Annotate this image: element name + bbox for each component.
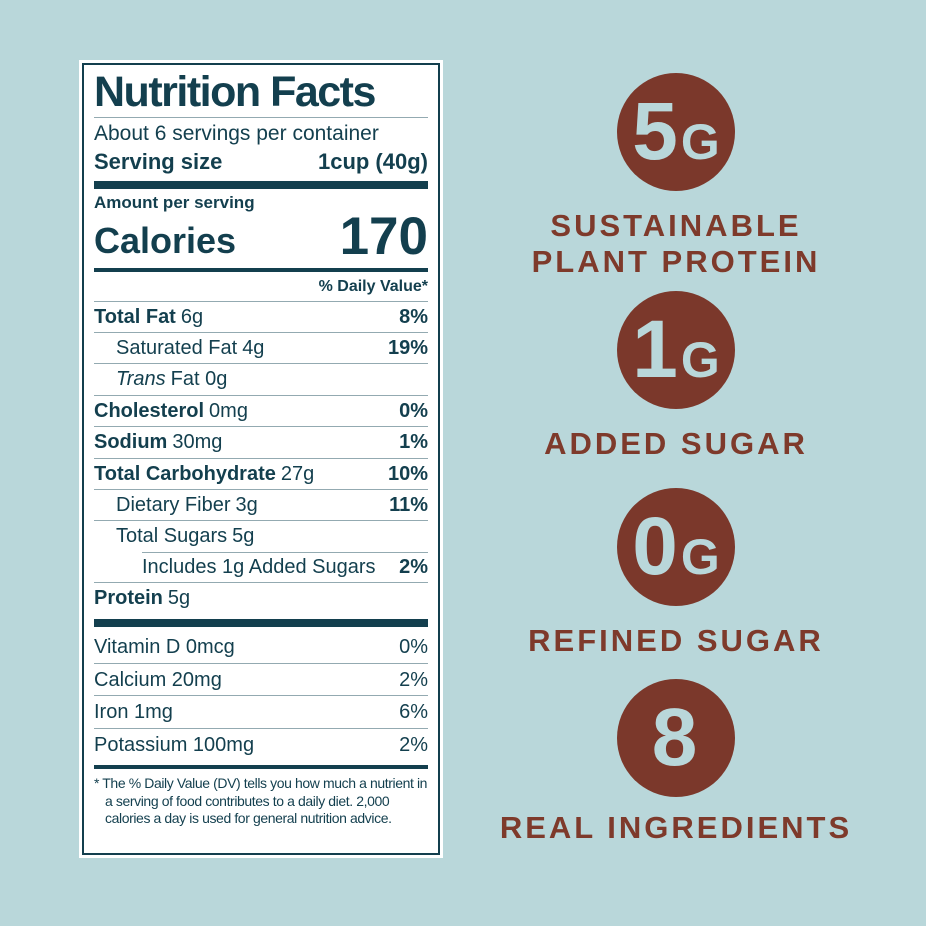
serving-size-label: Serving size — [94, 148, 223, 174]
micronutrient-name: Vitamin D 0mcg — [94, 636, 235, 659]
micronutrient-row-vitamin-d: Vitamin D 0mcg 0% — [94, 631, 428, 662]
nutrient-amount: 27g — [280, 462, 315, 485]
nutrient-row-dietary-fiber: Dietary Fiber 3g 11% — [94, 488, 428, 520]
amount-per-serving-label: Amount per serving — [94, 193, 255, 213]
micronutrient-dv: 6% — [399, 701, 428, 724]
badge-value: 5 — [632, 86, 678, 177]
serving-size-value: 1cup (40g) — [317, 148, 428, 174]
nutrient-name: Total Carbohydrate — [94, 462, 276, 485]
badge-circle: 1 G — [617, 291, 735, 409]
micronutrient-row-calcium: Calcium 20mg 2% — [94, 662, 428, 695]
daily-value-footnote: * The % Daily Value (DV) tells you how m… — [94, 775, 428, 827]
nutrient-amount: 5g — [167, 587, 191, 610]
nutrient-row-trans-fat: Trans Fat 0g — [94, 363, 428, 394]
micronutrient-dv: 0% — [399, 636, 428, 659]
servings-per-container: About 6 servings per container — [94, 122, 379, 146]
nutrient-name: Total Fat — [94, 305, 176, 328]
thick-bar — [94, 619, 428, 628]
badge-value: 8 — [651, 692, 698, 783]
badge-label: SUSTAINABLE PLANT PROTEIN — [476, 208, 876, 279]
divider — [94, 117, 428, 119]
medium-bar — [94, 267, 428, 272]
micronutrient-name: Iron 1mg — [94, 701, 173, 724]
badge-added-sugar: 1 G ADDED SUGAR — [476, 291, 876, 462]
nutrient-name: Dietary Fiber — [116, 493, 231, 516]
nutrient-row-total-carbohydrate: Total Carbohydrate 27g 10% — [94, 457, 428, 489]
micronutrient-dv: 2% — [399, 733, 428, 756]
nutrient-name: Includes 1g Added Sugars — [142, 555, 376, 578]
nutrient-row-protein: Protein 5g — [94, 582, 428, 613]
nutrient-amount: 4g — [242, 336, 265, 359]
nutrient-name: Total Sugars — [116, 525, 228, 548]
nutrient-amount: 30mg — [172, 431, 223, 454]
nutrient-amount: Fat 0g — [170, 368, 228, 391]
badge-label-line: REFINED SUGAR — [528, 623, 824, 658]
badge-refined-sugar: 0 G REFINED SUGAR — [476, 488, 876, 659]
nutrient-dv: 8% — [399, 305, 428, 328]
nutrient-dv: 2% — [399, 555, 428, 578]
nutrient-name: Protein — [94, 587, 163, 610]
nutrient-row-total-sugars: Total Sugars 5g — [94, 520, 428, 551]
serving-size-row: Serving size 1cup (40g) — [94, 149, 428, 175]
nutrient-dv: 10% — [387, 462, 428, 485]
nutrient-dv: 1% — [399, 431, 428, 454]
badge-label-line: PLANT PROTEIN — [531, 243, 821, 279]
nutrition-facts-title: Nutrition Facts — [94, 68, 376, 116]
thick-bar — [94, 181, 428, 190]
badge-label-line: SUSTAINABLE — [550, 208, 802, 243]
nutrient-amount: 3g — [235, 493, 258, 516]
nutrient-name: Saturated Fat — [116, 336, 238, 359]
micronutrient-name: Calcium 20mg — [94, 668, 222, 691]
badge-label: REFINED SUGAR — [476, 623, 876, 659]
micronutrients-block: Vitamin D 0mcg 0% Calcium 20mg 2% Iron 1… — [94, 631, 428, 760]
badge-unit: G — [680, 332, 720, 388]
nutrient-row-total-fat: Total Fat 6g 8% — [94, 300, 428, 332]
nutrient-name: Trans — [116, 368, 166, 391]
medium-bar — [94, 765, 428, 770]
nutrient-row-sodium: Sodium 30mg 1% — [94, 426, 428, 457]
badge-circle: 5 G — [617, 73, 735, 191]
micronutrient-row-potassium: Potassium 100mg 2% — [94, 727, 428, 760]
badge-plant-protein: 5 G SUSTAINABLE PLANT PROTEIN — [476, 73, 876, 279]
daily-value-header: % Daily Value* — [318, 277, 428, 295]
nutrient-name: Cholesterol — [94, 399, 205, 422]
badge-label-line: REAL INGREDIENTS — [499, 810, 853, 845]
calories-value: 170 — [339, 207, 428, 267]
badge-unit: G — [680, 114, 720, 170]
nutrition-facts-panel: Nutrition Facts About 6 servings per con… — [82, 63, 440, 855]
nutrient-dv: 19% — [387, 336, 428, 359]
nutrient-row-added-sugars: Includes 1g Added Sugars 2% — [94, 551, 428, 582]
badge-unit: G — [680, 529, 720, 585]
micronutrient-dv: 2% — [399, 668, 428, 691]
badge-value: 0 — [632, 501, 678, 592]
nutrient-row-cholesterol: Cholesterol 0mg 0% — [94, 394, 428, 426]
badge-label: REAL INGREDIENTS — [476, 810, 876, 846]
badge-circle: 0 G — [617, 488, 735, 606]
micronutrient-name: Potassium 100mg — [94, 733, 255, 756]
badge-label: ADDED SUGAR — [476, 426, 876, 462]
badge-value: 1 — [632, 304, 678, 395]
nutrient-amount: 0mg — [209, 399, 248, 422]
nutrient-name: Sodium — [94, 431, 168, 454]
calories-label: Calories — [94, 219, 237, 261]
badge-real-ingredients: 8 REAL INGREDIENTS — [476, 679, 876, 846]
nutrient-dv: 11% — [389, 493, 428, 516]
nutrient-amount: 6g — [180, 305, 204, 328]
badge-label-line: ADDED SUGAR — [544, 426, 808, 461]
nutrient-row-saturated-fat: Saturated Fat 4g 19% — [94, 331, 428, 363]
nutrient-amount: 5g — [232, 525, 255, 548]
calories-row: Calories 170 — [94, 207, 428, 267]
badge-circle: 8 — [617, 679, 735, 797]
nutrient-dv: 0% — [399, 399, 428, 422]
micronutrient-row-iron: Iron 1mg 6% — [94, 695, 428, 727]
